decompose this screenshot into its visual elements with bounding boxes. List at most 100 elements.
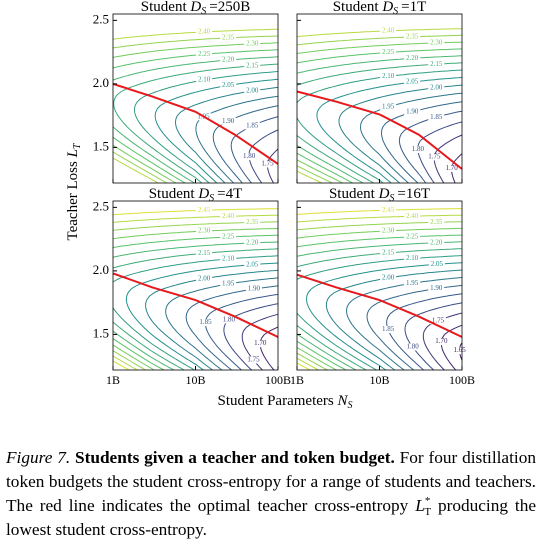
contour-label-bg <box>220 212 237 220</box>
contour-line <box>195 95 279 184</box>
title-symbol: D <box>381 0 393 15</box>
contour-label: 2.00 <box>382 274 395 282</box>
contour-label-bg <box>404 78 421 86</box>
contour-label: 1.75 <box>432 316 445 324</box>
contour-label: 2.00 <box>246 87 259 95</box>
contour-label: 2.05 <box>222 81 235 89</box>
contour-line <box>398 110 463 184</box>
contour-label-bg <box>241 153 258 161</box>
x-tick-label: 10B <box>369 373 389 387</box>
contour-label: 2.15 <box>198 249 211 257</box>
contour-label: 2.00 <box>430 83 443 91</box>
contour-label: 1.80 <box>243 152 256 160</box>
contour-label: 1.95 <box>382 103 395 111</box>
contour-label-bg <box>244 40 261 48</box>
x-tick-label: 1B <box>106 373 120 387</box>
contour-label-bg <box>196 227 213 235</box>
contour-label-bg <box>244 62 261 70</box>
caption-label: Figure 7. <box>6 448 71 467</box>
contour-label: 2.20 <box>406 54 419 62</box>
contour-label-bg <box>220 280 237 288</box>
title-sub: S <box>209 193 214 204</box>
x-tick-label: 1B <box>290 373 304 387</box>
contour-label-bg <box>443 164 460 172</box>
contour-label-bg <box>252 340 269 348</box>
title-text: Student <box>141 0 188 15</box>
y-tick-label: 2.0 <box>93 262 109 277</box>
x-tick-label: 100B <box>265 373 291 387</box>
caption-sup: * <box>424 495 431 508</box>
contour-line <box>212 105 279 184</box>
contour-label-bg <box>404 279 421 287</box>
title-sub: S <box>201 6 206 17</box>
contour-line <box>296 62 463 184</box>
contour-label: 2.25 <box>406 232 419 240</box>
contour-label-bg <box>380 27 397 35</box>
optimal-line <box>296 273 463 338</box>
contour-line <box>185 285 279 371</box>
panel: Student DS =1T 2.40 2.35 2.30 2.25 2.20 2.15 2.1… <box>296 0 463 184</box>
contour-label: 2.10 <box>198 76 211 84</box>
contour-label: 1.70 <box>254 339 267 347</box>
contour-label: 2.05 <box>246 260 259 268</box>
contour-label: 1.90 <box>248 285 261 293</box>
contour-label: 2.30 <box>382 226 395 234</box>
title-text: Student <box>333 0 380 15</box>
contour-label: 2.05 <box>406 78 419 86</box>
contour-label: 2.45 <box>382 206 395 214</box>
contour-label-bg <box>244 239 261 247</box>
contour-label-bg <box>404 343 421 351</box>
contour-line <box>112 234 279 371</box>
contour-label-bg <box>259 160 276 168</box>
contour-label-bg <box>245 285 262 293</box>
optimal-line <box>112 272 279 338</box>
contour-label-bg <box>428 285 445 293</box>
contour-label-bg <box>404 33 421 41</box>
contour-label: 2.15 <box>430 60 443 68</box>
y-tick-label: 2.5 <box>93 11 109 26</box>
contour-line <box>296 241 463 371</box>
contour-label-bg <box>380 72 397 80</box>
contour-line <box>241 313 279 371</box>
contour-label: 2.35 <box>222 33 235 41</box>
contour-label: 1.85 <box>382 325 395 333</box>
panel-title: Student DS =4T <box>149 186 243 204</box>
x-label-text: Student Parameters <box>218 393 334 409</box>
contour-label: 1.90 <box>430 284 443 292</box>
panel: Student DS =250B 2.40 2.35 2.30 2.25 2.20 2.15 2… <box>93 0 279 184</box>
contour-line <box>154 78 279 184</box>
contour-line <box>338 84 463 184</box>
contour-label-bg <box>451 347 468 355</box>
contour-label-bg <box>220 34 237 42</box>
contour-label: 2.40 <box>198 28 211 36</box>
contour-label: 2.00 <box>198 274 211 282</box>
contour-label-bg <box>380 274 397 282</box>
y-axis-label: Teacher Loss LT <box>65 142 83 240</box>
contour-label: 2.15 <box>246 61 259 69</box>
contour-label: 2.30 <box>246 39 259 47</box>
contour-line <box>113 63 279 184</box>
y-tick-label: 2.0 <box>93 75 109 90</box>
contour-label: 2.40 <box>382 26 395 34</box>
contour-label-bg <box>220 56 237 64</box>
y-label-sub: T <box>72 142 83 149</box>
contour-label: 1.85 <box>246 121 259 129</box>
y-label-text: Teacher Loss <box>65 161 81 240</box>
contour-label: 1.70 <box>435 337 448 345</box>
contour-line <box>296 69 463 184</box>
contour-label-bg <box>220 233 237 241</box>
title-sub: S <box>393 6 398 17</box>
contour-label: 2.30 <box>430 38 443 46</box>
contour-line <box>386 293 463 371</box>
contour-label: 2.45 <box>198 206 211 214</box>
contour-line <box>296 34 463 184</box>
contour-label-bg <box>244 122 261 130</box>
caption-title: Students given a teacher and token budge… <box>74 448 395 467</box>
title-symbol: D <box>189 0 201 15</box>
title-budget: =1T <box>401 0 426 15</box>
contour-line <box>112 214 279 371</box>
contour-label: 2.10 <box>222 255 235 263</box>
contour-label: 1.70 <box>445 164 458 172</box>
contour-label: 2.10 <box>406 254 419 262</box>
